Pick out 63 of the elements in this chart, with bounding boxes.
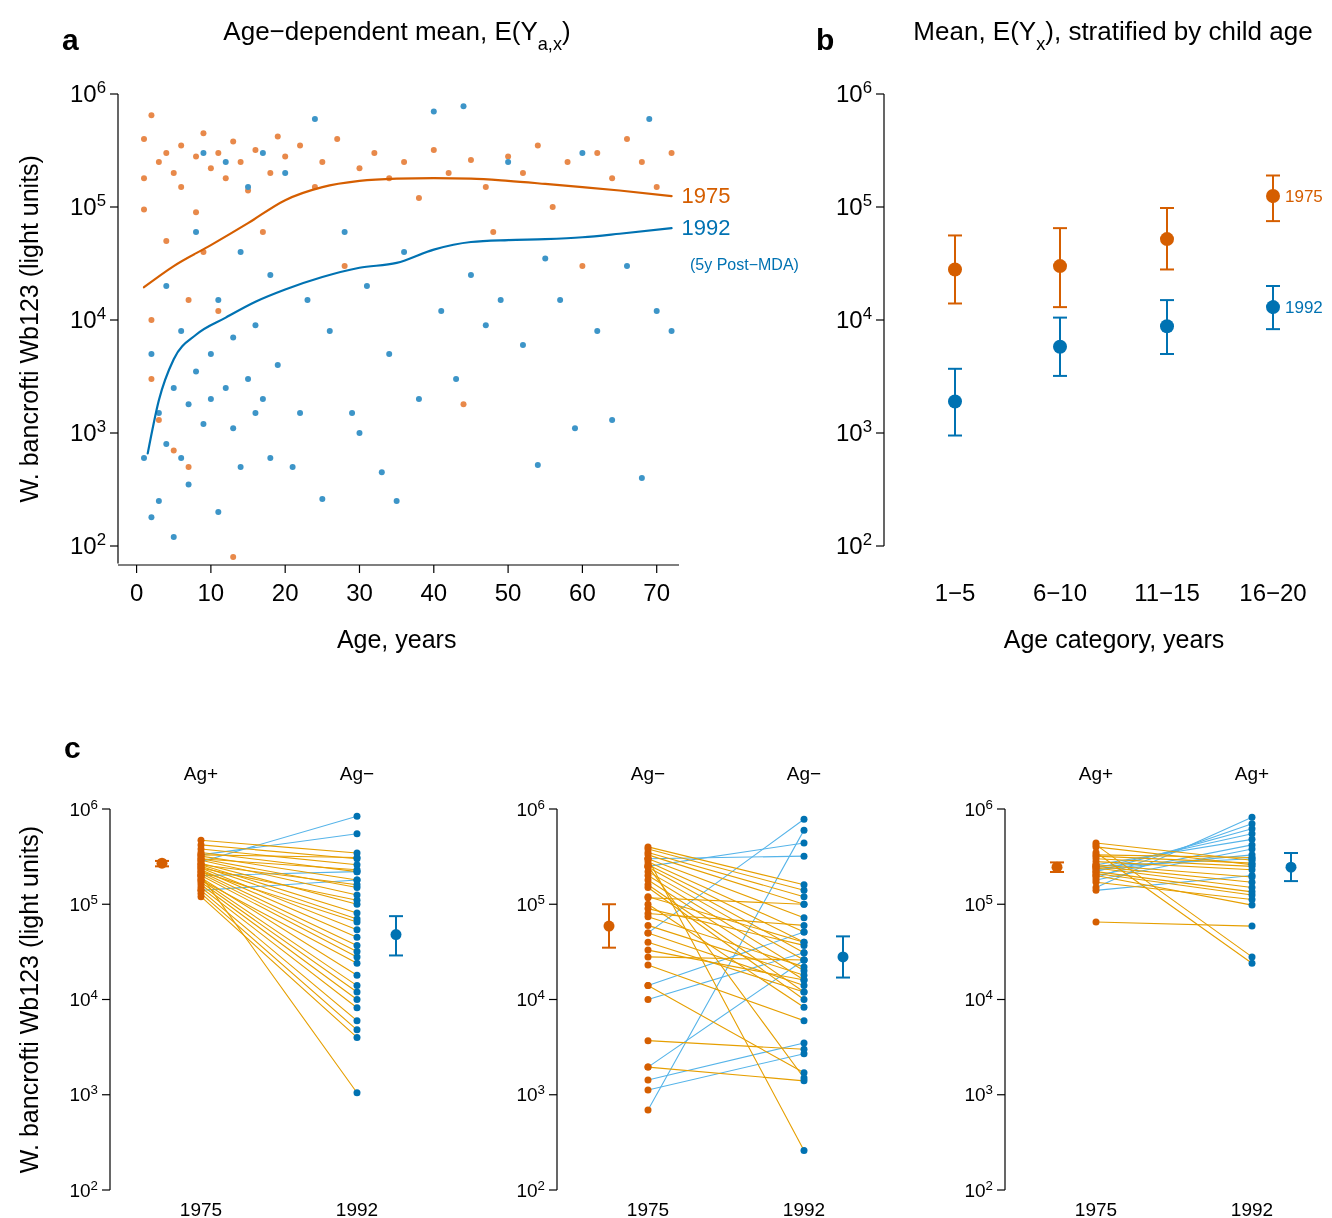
series-label: 1992 (681, 215, 731, 241)
y-tick-label: 10$^{5}$ (835, 190, 872, 221)
series-label: 1975 (681, 183, 731, 209)
text: Ag+ (1078, 763, 1114, 784)
y-tick-label: 10$^{5}$ (516, 891, 545, 915)
y-tick-label: 10$^{2}$ (516, 1177, 545, 1201)
x-tick-label: 10 (197, 579, 225, 606)
text: Ag− (630, 763, 666, 784)
x-tick-label: 1975 (179, 1199, 223, 1218)
text: (5y Post−MDA) (690, 256, 799, 273)
y-tick-label: 10$^{3}$ (964, 1081, 993, 1106)
text: Ag+ (183, 763, 219, 784)
series-label: 1975 (1285, 187, 1323, 207)
y-tick-label: 10$^{4}$ (835, 303, 872, 334)
y-tick-label: 10$^{6}$ (69, 77, 106, 108)
x-tick-label: 0 (129, 579, 144, 606)
y-tick-label: 10$^{3}$ (835, 416, 872, 447)
chart-title: Age−dependent mean, E(Y$_{a,x}$) (223, 16, 571, 54)
y-tick-label: 10$^{2}$ (964, 1177, 993, 1201)
y-tick-label: 10$^{3}$ (516, 1081, 545, 1106)
x-axis-title: Age category, years (1003, 625, 1225, 653)
x-tick-label: 1992 (782, 1199, 826, 1218)
x-tick-label: 60 (569, 579, 596, 606)
x-tick-label: 16−20 (1239, 579, 1307, 606)
x-tick-label: 6−10 (1032, 579, 1088, 606)
text: b (816, 23, 835, 56)
x-tick-label: 20 (271, 579, 299, 606)
y-tick-label: 10$^{2}$ (69, 529, 106, 560)
text: Ag− (786, 763, 822, 784)
text: Ag− (339, 763, 375, 784)
text: c (64, 731, 81, 764)
y-tick-label: 10$^{3}$ (69, 416, 106, 447)
x-tick-label: 1992 (335, 1199, 379, 1218)
y-tick-label: 10$^{4}$ (69, 986, 98, 1011)
y-tick-label: 10$^{5}$ (69, 891, 98, 915)
x-tick-label: 1975 (1074, 1199, 1118, 1218)
x-tick-label: 40 (420, 579, 448, 606)
y-tick-label: 10$^{6}$ (964, 796, 993, 820)
text: a (62, 23, 79, 56)
x-tick-label: 11−15 (1134, 579, 1200, 606)
x-tick-label: 70 (643, 579, 671, 606)
y-tick-label: 10$^{5}$ (69, 190, 106, 221)
x-tick-label: 30 (346, 579, 373, 606)
y-tick-label: 10$^{3}$ (69, 1081, 98, 1106)
x-tick-label: 1−5 (934, 579, 976, 606)
y-tick-label: 10$^{6}$ (835, 77, 872, 108)
y-tick-label: 10$^{2}$ (69, 1177, 98, 1201)
x-tick-label: 50 (494, 579, 522, 606)
y-tick-label: 10$^{4}$ (964, 986, 993, 1011)
y-tick-label: 10$^{2}$ (835, 529, 872, 560)
y-tick-label: 10$^{4}$ (69, 303, 106, 334)
series-label: 1992 (1285, 298, 1323, 318)
y-tick-label: 10$^{6}$ (69, 796, 98, 820)
x-axis-title: Age, years (336, 625, 457, 653)
y-axis-title: W. bancrofti Wb123 (light units) (15, 825, 43, 1174)
y-tick-label: 10$^{5}$ (964, 891, 993, 915)
text: Ag+ (1234, 763, 1270, 784)
x-tick-label: 1975 (626, 1199, 670, 1218)
y-tick-label: 10$^{6}$ (516, 796, 545, 820)
y-axis-title: W. bancrofti Wb123 (light units) (15, 155, 43, 503)
chart-title: Mean, E(Y$_{x}$), stratified by child age (913, 16, 1313, 54)
x-tick-label: 1992 (1230, 1199, 1274, 1218)
y-tick-label: 10$^{4}$ (516, 986, 545, 1011)
